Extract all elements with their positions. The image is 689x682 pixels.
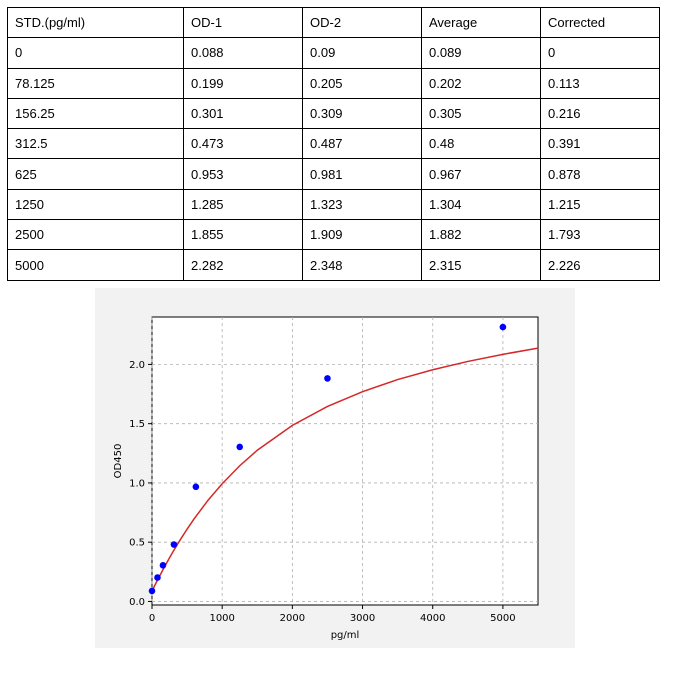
cell-std: 5000 xyxy=(7,249,184,281)
header-od2: OD-2 xyxy=(302,6,422,39)
header-std: STD.(pg/ml) xyxy=(7,6,184,39)
y-tick-label: 1.5 xyxy=(129,419,145,430)
cell-std: 312.5 xyxy=(7,128,184,160)
cell-corrected: 0.216 xyxy=(540,97,660,130)
cell-std: 156.25 xyxy=(7,97,184,130)
cell-od1: 0.301 xyxy=(183,97,303,130)
table-row: 1250 1.285 1.323 1.304 1.215 xyxy=(7,188,660,221)
cell-od2: 2.348 xyxy=(302,249,422,281)
cell-std: 78.125 xyxy=(7,67,184,99)
cell-od2: 0.309 xyxy=(302,97,422,130)
standard-curve-chart: 0 1000 2000 3000 4000 5000 0.0 0.5 1.0 1.5 2.0 pg… xyxy=(113,316,539,641)
standard-table: STD.(pg/ml) OD-1 OD-2 Average Corrected … xyxy=(7,6,660,281)
cell-od2: 1.323 xyxy=(302,188,422,221)
y-axis-label: OD450 xyxy=(113,444,124,479)
fit-curve-line xyxy=(151,347,539,592)
cell-average: 1.882 xyxy=(421,219,541,251)
cell-od1: 0.088 xyxy=(183,37,303,69)
y-tick-label: 1.0 xyxy=(129,478,145,489)
cell-average: 2.315 xyxy=(421,249,541,281)
table-header-row: STD.(pg/ml) OD-1 OD-2 Average Corrected xyxy=(7,6,660,39)
table-row: 5000 2.282 2.348 2.315 2.226 xyxy=(7,249,660,281)
header-corrected: Corrected xyxy=(540,6,660,39)
cell-od1: 0.953 xyxy=(183,158,303,190)
cell-od2: 0.09 xyxy=(302,37,422,69)
data-point xyxy=(154,574,161,581)
x-tick-label: 3000 xyxy=(350,613,375,624)
x-ticks: 0 1000 2000 3000 4000 5000 xyxy=(149,605,516,624)
x-tick-label: 1000 xyxy=(209,613,234,624)
cell-corrected: 0.391 xyxy=(540,128,660,160)
cell-std: 1250 xyxy=(7,188,184,221)
grid xyxy=(151,317,538,605)
cell-std: 625 xyxy=(7,158,184,190)
fit-curve-group xyxy=(151,347,539,592)
table-row: 2500 1.855 1.909 1.882 1.793 xyxy=(7,219,660,251)
header-average: Average xyxy=(421,6,541,39)
data-point xyxy=(236,443,244,451)
table-row: 0 0.088 0.09 0.089 0 xyxy=(7,37,660,69)
data-point xyxy=(324,375,331,382)
data-point xyxy=(499,323,507,331)
data-point xyxy=(170,541,178,548)
header-od1: OD-1 xyxy=(183,6,303,39)
cell-std: 2500 xyxy=(7,219,184,251)
x-tick-label: 2000 xyxy=(280,613,305,624)
cell-std: 0 xyxy=(7,37,184,69)
cell-corrected: 1.215 xyxy=(540,188,660,221)
cell-average: 0.967 xyxy=(421,158,541,190)
x-axis-label: pg/ml xyxy=(331,630,360,641)
table-row: 625 0.953 0.981 0.967 0.878 xyxy=(7,158,660,190)
table-row: 156.25 0.301 0.309 0.305 0.216 xyxy=(7,97,660,130)
y-tick-label: 0.0 xyxy=(129,597,145,608)
y-ticks: 0.0 0.5 1.0 1.5 2.0 xyxy=(129,360,152,608)
cell-average: 1.304 xyxy=(421,188,541,221)
y-tick-label: 0.5 xyxy=(129,538,145,549)
cell-od2: 1.909 xyxy=(302,219,422,251)
cell-od2: 0.981 xyxy=(302,158,422,190)
x-tick-label: 0 xyxy=(149,613,155,624)
cell-average: 0.202 xyxy=(421,67,541,99)
cell-corrected: 2.226 xyxy=(540,249,660,281)
data-point xyxy=(148,587,156,595)
standard-curve-figure: 0 1000 2000 3000 4000 5000 0.0 0.5 1.0 1.5 2.0 pg… xyxy=(95,288,575,648)
y-tick-label: 2.0 xyxy=(129,360,145,371)
x-tick-label: 5000 xyxy=(490,613,515,624)
table-row: 78.125 0.199 0.205 0.202 0.113 xyxy=(7,67,660,99)
data-points xyxy=(148,323,507,595)
cell-average: 0.089 xyxy=(421,37,541,69)
table-row: 312.5 0.473 0.487 0.48 0.391 xyxy=(7,128,660,160)
cell-od1: 1.285 xyxy=(183,188,303,221)
cell-od2: 0.487 xyxy=(302,128,422,160)
cell-od1: 0.473 xyxy=(183,128,303,160)
cell-corrected: 1.793 xyxy=(540,219,660,251)
plot-area xyxy=(151,316,539,606)
data-point xyxy=(159,561,167,569)
cell-corrected: 0.113 xyxy=(540,67,660,99)
cell-od1: 0.199 xyxy=(183,67,303,99)
cell-average: 0.305 xyxy=(421,97,541,130)
cell-od1: 1.855 xyxy=(183,219,303,251)
cell-average: 0.48 xyxy=(421,128,541,160)
cell-od2: 0.205 xyxy=(302,67,422,99)
cell-corrected: 0.878 xyxy=(540,158,660,190)
cell-od1: 2.282 xyxy=(183,249,303,281)
x-tick-label: 4000 xyxy=(420,613,445,624)
cell-corrected: 0 xyxy=(540,37,660,69)
data-point xyxy=(192,483,200,491)
